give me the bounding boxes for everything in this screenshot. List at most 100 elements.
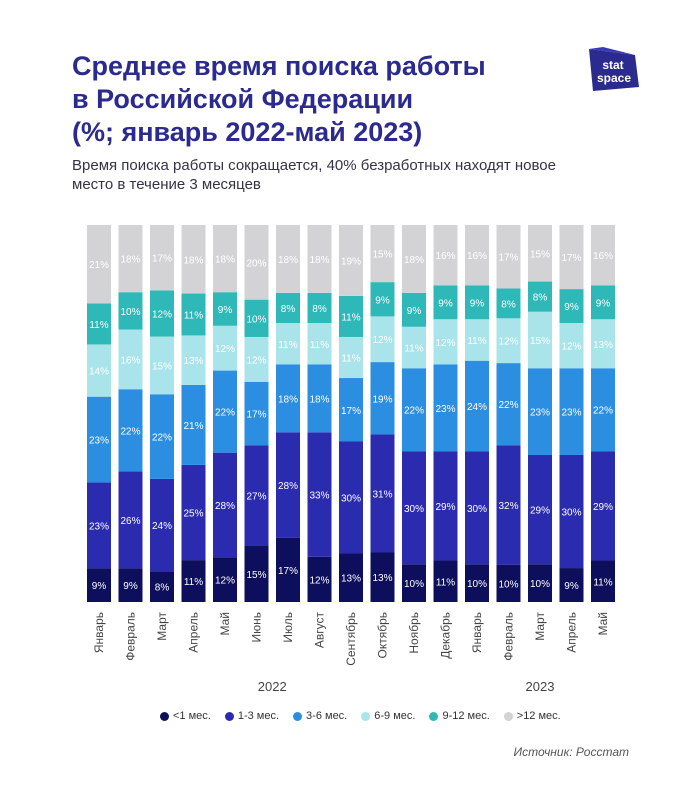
bar-segment <box>370 552 395 602</box>
bar-value-label: 22% <box>404 406 424 417</box>
bar-segment <box>339 295 363 337</box>
bar-segment <box>87 344 111 397</box>
bar-segment <box>150 571 174 602</box>
bar-value-label: 8% <box>501 299 516 310</box>
legend-swatch <box>224 711 234 721</box>
bar-segment <box>87 396 111 483</box>
bar-segment <box>276 323 300 365</box>
bar-segment <box>433 319 458 365</box>
bar-value-label: 24% <box>152 521 172 532</box>
chart-title: Среднее время поиска работы в Российской… <box>72 50 542 149</box>
bar-value-label: 13% <box>372 573 392 584</box>
bar-segment <box>276 225 300 293</box>
logo-shape <box>589 49 639 91</box>
bar-value-label: 16% <box>593 251 613 262</box>
legend-label: >12 мес. <box>516 710 561 722</box>
bar-segment <box>87 482 111 569</box>
bar-segment <box>528 368 552 455</box>
bar-value-label: 28% <box>278 481 298 492</box>
bar-value-label: 29% <box>593 502 613 513</box>
x-tick-label: Декабрь <box>439 612 453 659</box>
bar-segment <box>528 311 552 369</box>
bar-value-label: 17% <box>498 253 518 264</box>
bar-value-label: 19% <box>341 256 361 267</box>
legend-item: >12 мес. <box>503 710 561 722</box>
bar-segment <box>276 537 300 602</box>
logo-text-line-2: space <box>597 71 631 85</box>
legend-label: 9-12 мес. <box>442 710 490 722</box>
bar-value-label: 23% <box>561 408 581 419</box>
bar-segment <box>465 285 489 320</box>
bar-segment <box>559 323 584 369</box>
bar-value-label: 16% <box>120 355 140 366</box>
bar-segment <box>307 225 332 293</box>
bar-value-label: 21% <box>183 421 203 432</box>
x-tick-label: Январь <box>470 612 484 653</box>
bar-value-label: 22% <box>498 400 518 411</box>
bar-value-label: 17% <box>561 253 581 264</box>
bar-segment <box>118 329 143 390</box>
bar-segment <box>465 319 489 361</box>
bar-segment <box>307 364 332 433</box>
bar-value-label: 9% <box>596 298 611 309</box>
bar-value-label: 27% <box>246 492 266 503</box>
bar-segment <box>591 368 615 452</box>
bar-value-label: 9% <box>218 305 233 316</box>
legend-swatch <box>503 711 513 721</box>
legend-item: 3-6 мес. <box>293 710 347 722</box>
bar-value-label: 29% <box>435 502 455 513</box>
bar-segment <box>496 564 521 602</box>
legend-swatch <box>293 711 303 721</box>
bar-value-label: 11% <box>436 577 455 588</box>
bar-value-label: 12% <box>215 576 235 587</box>
bar-segment <box>370 225 395 283</box>
bar-segment <box>276 364 300 433</box>
bar-value-label: 12% <box>561 342 581 353</box>
bar-segment <box>244 299 269 337</box>
bar-segment <box>528 225 552 282</box>
bar-value-label: 11% <box>341 312 360 323</box>
bar-segment <box>244 445 269 547</box>
bar-value-label: 33% <box>309 491 329 502</box>
bar-segment <box>591 451 615 561</box>
bar-segment <box>213 452 237 558</box>
title-line-2: в Российской Федерации <box>72 84 414 114</box>
bar-segment <box>150 225 174 291</box>
x-tick-label: Август <box>313 612 327 649</box>
bar-segment <box>118 292 143 330</box>
bar-segment <box>244 546 269 602</box>
bar-value-label: 10% <box>498 579 518 590</box>
bar-segment <box>213 557 237 602</box>
bar-value-label: 17% <box>152 254 172 265</box>
bar-segment <box>465 564 489 602</box>
bar-segment <box>402 451 426 565</box>
bar-value-label: 8% <box>533 293 548 304</box>
bar-segment <box>370 282 395 317</box>
bar-segment <box>307 432 332 557</box>
bar-segment <box>181 335 206 385</box>
bar-segment <box>496 225 521 289</box>
bar-value-label: 11% <box>404 344 423 355</box>
bar-value-label: 13% <box>593 340 613 351</box>
bar-segment <box>559 289 584 324</box>
bar-segment <box>307 556 332 602</box>
bar-segment <box>244 225 269 300</box>
bar-segment <box>150 336 174 395</box>
bar-value-label: 12% <box>372 335 392 346</box>
bar-segment <box>496 318 521 364</box>
bar-segment <box>339 441 363 554</box>
bar-value-label: 22% <box>152 433 172 444</box>
subtitle-line-2: место в течение 3 месяцев <box>72 176 261 193</box>
bar-segment <box>150 290 174 337</box>
bar-segment <box>370 316 395 363</box>
bar-segment <box>591 319 615 369</box>
x-tick-label: Апрель <box>565 612 579 653</box>
title-line-1: Среднее время поиска работы <box>72 51 486 81</box>
bar-value-label: 9% <box>470 298 485 309</box>
bar-segment <box>496 363 521 446</box>
year-group-label: 2022 <box>258 679 287 694</box>
bar-value-label: 17% <box>341 406 361 417</box>
bar-segment <box>150 394 174 479</box>
legend-label: <1 мес. <box>173 710 211 722</box>
